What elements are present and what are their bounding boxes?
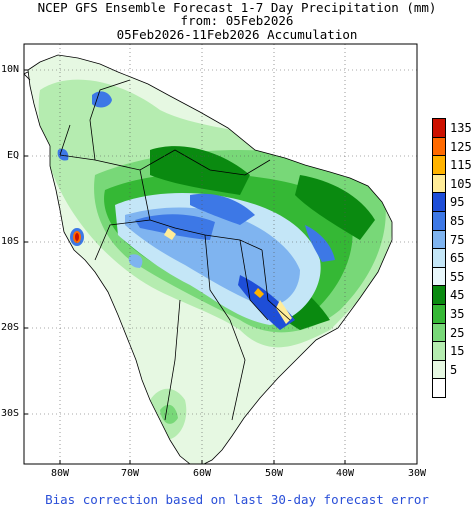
lon-label-70w: 70W	[120, 468, 140, 479]
lon-label-60w: 60W	[192, 468, 212, 479]
legend-label: 135	[450, 121, 472, 135]
legend-label: 5	[450, 362, 458, 377]
legend-swatch	[432, 304, 446, 324]
lon-label-30w: 30W	[407, 468, 427, 479]
legend-label: 85	[450, 214, 465, 228]
legend-label: 125	[450, 139, 472, 154]
legend-swatch	[432, 378, 446, 398]
legend-swatch	[432, 322, 446, 343]
lat-label-10s: 10S	[0, 236, 19, 247]
legend-swatch	[432, 155, 446, 175]
legend-swatch	[432, 266, 446, 287]
lon-label-40w: 40W	[335, 468, 355, 479]
legend-label: 75	[450, 232, 465, 247]
accumulation-period: 05Feb2026-11Feb2026 Accumulation	[116, 27, 358, 42]
map-frame	[23, 43, 418, 465]
lon-label-50w: 50W	[264, 468, 284, 479]
map-title: NCEP GFS Ensemble Forecast 1-7 Day Preci…	[37, 0, 437, 15]
forecast-init-date: from: 05Feb2026	[180, 13, 294, 28]
legend-label: 105	[450, 176, 472, 191]
lat-label-30s: 30S	[0, 408, 19, 419]
legend-label: 45	[450, 288, 465, 303]
legend-swatch	[432, 285, 446, 305]
legend-label: 25	[450, 325, 465, 340]
legend-swatch	[432, 118, 446, 138]
legend-swatch	[432, 173, 446, 194]
legend-swatch	[432, 192, 446, 212]
legend-label: 95	[450, 195, 465, 210]
legend-swatch	[432, 136, 446, 157]
coastlines	[24, 54, 393, 464]
legend-label: 55	[450, 269, 465, 284]
bias-correction-note: Bias correction based on last 30-day for…	[45, 492, 429, 507]
lon-label-80w: 80W	[50, 468, 70, 479]
legend-swatch	[432, 359, 446, 380]
lat-label-10n: 10N	[0, 64, 19, 75]
legend-label: 65	[450, 251, 465, 266]
legend-label: 35	[450, 307, 465, 321]
legend-label: 15	[450, 344, 465, 359]
lat-label-20s: 20S	[0, 322, 19, 333]
legend-label: 115	[450, 158, 472, 173]
legend-swatch	[432, 211, 446, 231]
lat-lon-grid	[24, 44, 417, 464]
lat-label-eq: EQ	[6, 150, 19, 161]
legend-swatch	[432, 229, 446, 250]
legend-swatch	[432, 248, 446, 268]
legend-swatch	[432, 341, 446, 361]
